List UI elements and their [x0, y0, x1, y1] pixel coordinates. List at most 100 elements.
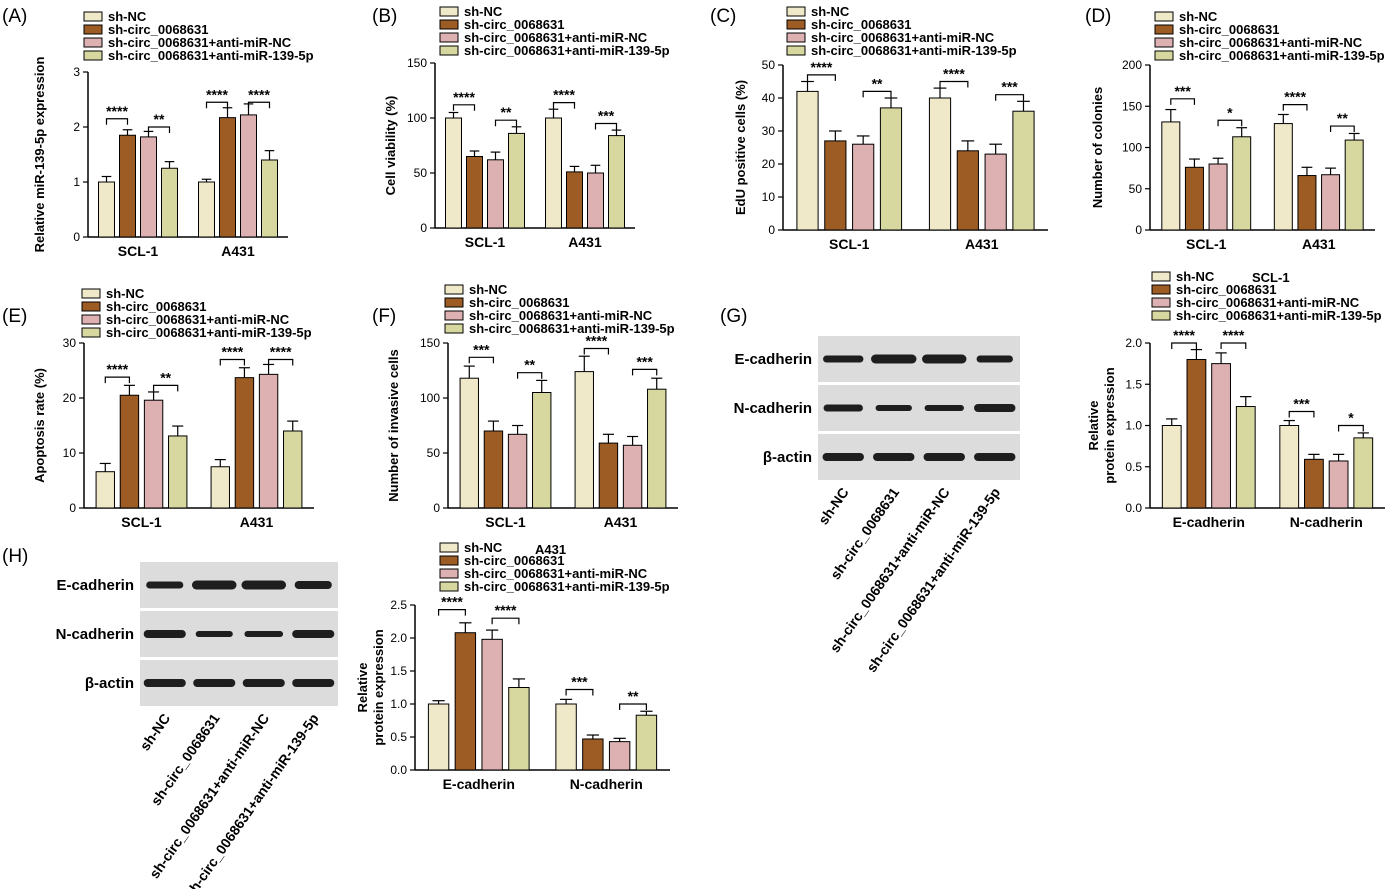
bar-F-s0-c1 — [574, 371, 594, 509]
legend-label-1: sh-circ_0068631 — [811, 17, 911, 32]
legend-label-1: sh-circ_0068631 — [1176, 282, 1276, 297]
y-tick-label: 0.0 — [390, 763, 407, 777]
significance-label: **** — [495, 602, 517, 618]
bar-E-s0-c1 — [210, 466, 230, 509]
y-tick-label: 50 — [1129, 182, 1143, 196]
legend-swatch-3 — [83, 50, 103, 61]
bar-H2-s1-c0 — [454, 632, 477, 771]
legend-label-3: sh-circ_0068631+anti-miR-139-5p — [464, 579, 670, 594]
legend-swatch-2 — [83, 37, 103, 48]
blot-band — [146, 581, 184, 589]
significance-bracket — [1337, 424, 1364, 432]
legend-label-2: sh-circ_0068631+anti-miR-NC — [108, 35, 292, 50]
blot-band — [195, 631, 233, 637]
legend-swatch-0 — [439, 542, 459, 553]
y-tick-label: 0 — [69, 501, 76, 515]
bar-B-s2-c1 — [587, 172, 604, 229]
chart-F: (F)sh-NCsh-circ_0068631sh-circ_0068631+a… — [372, 282, 678, 530]
y-tick-label: 1.0 — [390, 697, 407, 711]
blot-band — [822, 453, 864, 461]
bar-H2-s2-c0 — [481, 638, 503, 771]
blot-G: (G)E-cadherinN-cadherinβ-actinsh-NCsh-ci… — [720, 306, 1020, 675]
bar-G2-s0-c1 — [1279, 425, 1300, 509]
y-tick-label: 30 — [63, 336, 77, 350]
significance-bracket — [995, 94, 1025, 101]
significance-bracket — [862, 90, 892, 98]
legend-label-3: sh-circ_0068631+anti-miR-139-5p — [1179, 48, 1385, 63]
bar-G2-s2-c0 — [1211, 363, 1231, 509]
category-label-0: SCL-1 — [465, 234, 506, 250]
significance-bracket — [1220, 342, 1247, 349]
y-tick-label: 2.5 — [390, 598, 407, 612]
legend-swatch-1 — [439, 19, 459, 30]
blot-band — [974, 453, 1016, 461]
blot-band — [875, 405, 912, 411]
panel-letter-H: (H) — [2, 546, 28, 567]
category-label-1: A431 — [240, 514, 274, 530]
bar-D-s2-c0 — [1208, 163, 1228, 231]
bar-D-s0-c1 — [1273, 123, 1293, 231]
legend-label-0: sh-NC — [108, 9, 147, 24]
legend-swatch-2 — [444, 310, 464, 321]
legend-swatch-0 — [83, 11, 103, 22]
significance-bracket — [152, 384, 179, 392]
y-tick-label: 0 — [768, 223, 775, 237]
legend-swatch-0 — [81, 288, 101, 299]
chart-title-G2: SCL-1 — [1252, 270, 1290, 285]
y-axis-label-A: Relative miR-139-5p expression — [32, 57, 47, 253]
bar-C-s0-c0 — [796, 90, 819, 231]
legend-swatch-1 — [1154, 24, 1174, 35]
y-tick-label: 1.0 — [1125, 419, 1142, 433]
significance-label: **** — [1284, 89, 1306, 105]
bar-C-s3-c1 — [1012, 110, 1035, 231]
significance-label: **** — [1173, 327, 1195, 343]
bar-G2-s1-c1 — [1304, 458, 1324, 509]
y-tick-label: 1.5 — [1125, 377, 1142, 391]
blot-row-label-2: β-actin — [763, 449, 812, 466]
legend-label-1: sh-circ_0068631 — [464, 17, 564, 32]
legend-label-2: sh-circ_0068631+anti-miR-NC — [464, 566, 648, 581]
significance-label: **** — [585, 333, 607, 349]
y-tick-label: 50 — [762, 58, 776, 72]
significance-bracket — [147, 126, 171, 133]
legend-label-3: sh-circ_0068631+anti-miR-139-5p — [108, 48, 314, 63]
blot-band — [873, 453, 915, 461]
blot-band — [292, 630, 335, 638]
legend-swatch-3 — [1154, 50, 1174, 61]
legend-swatch-1 — [81, 301, 101, 312]
chart-B: (B) sh-NCsh-circ_0068631sh-circ_0068631+a… — [372, 4, 670, 250]
y-axis-label-G2: Relativeprotein expression — [1086, 367, 1117, 483]
significance-label: ** — [524, 357, 535, 373]
category-label-0: E-cadherin — [1173, 514, 1245, 530]
legend-swatch-3 — [439, 45, 459, 56]
category-label-0: E-cadherin — [443, 776, 515, 792]
bar-C-s3-c0 — [879, 107, 903, 231]
bar-B-s1-c0 — [466, 156, 483, 229]
bar-F-s2-c1 — [622, 444, 643, 509]
significance-label: * — [1348, 410, 1354, 426]
significance-bracket — [1217, 119, 1243, 127]
legend-label-1: sh-circ_0068631 — [108, 22, 208, 37]
significance-label: **** — [441, 594, 463, 610]
legend-swatch-2 — [1151, 297, 1171, 308]
legend-label-2: sh-circ_0068631+anti-miR-NC — [469, 308, 653, 323]
blot-row-label-2: β-actin — [85, 675, 134, 692]
blot-band — [294, 581, 332, 589]
significance-bracket — [552, 102, 576, 109]
blot-band — [143, 630, 186, 638]
bar-E-s1-c1 — [234, 377, 255, 509]
legend-swatch-3 — [439, 581, 459, 592]
legend-swatch-1 — [786, 19, 806, 30]
significance-label: * — [1227, 104, 1233, 120]
category-label-1: A431 — [965, 236, 999, 252]
significance-bracket — [494, 119, 518, 127]
bar-G2-s3-c1 — [1353, 437, 1374, 509]
bar-B-s0-c0 — [445, 117, 462, 229]
legend-swatch-0 — [444, 284, 464, 295]
bar-H2-s2-c1 — [608, 741, 631, 771]
significance-bracket — [205, 101, 229, 109]
y-tick-label: 0.0 — [1125, 501, 1142, 515]
blot-band — [923, 453, 965, 461]
y-axis-label-F: Number of invasive cells — [386, 349, 401, 501]
significance-bracket — [806, 74, 836, 81]
